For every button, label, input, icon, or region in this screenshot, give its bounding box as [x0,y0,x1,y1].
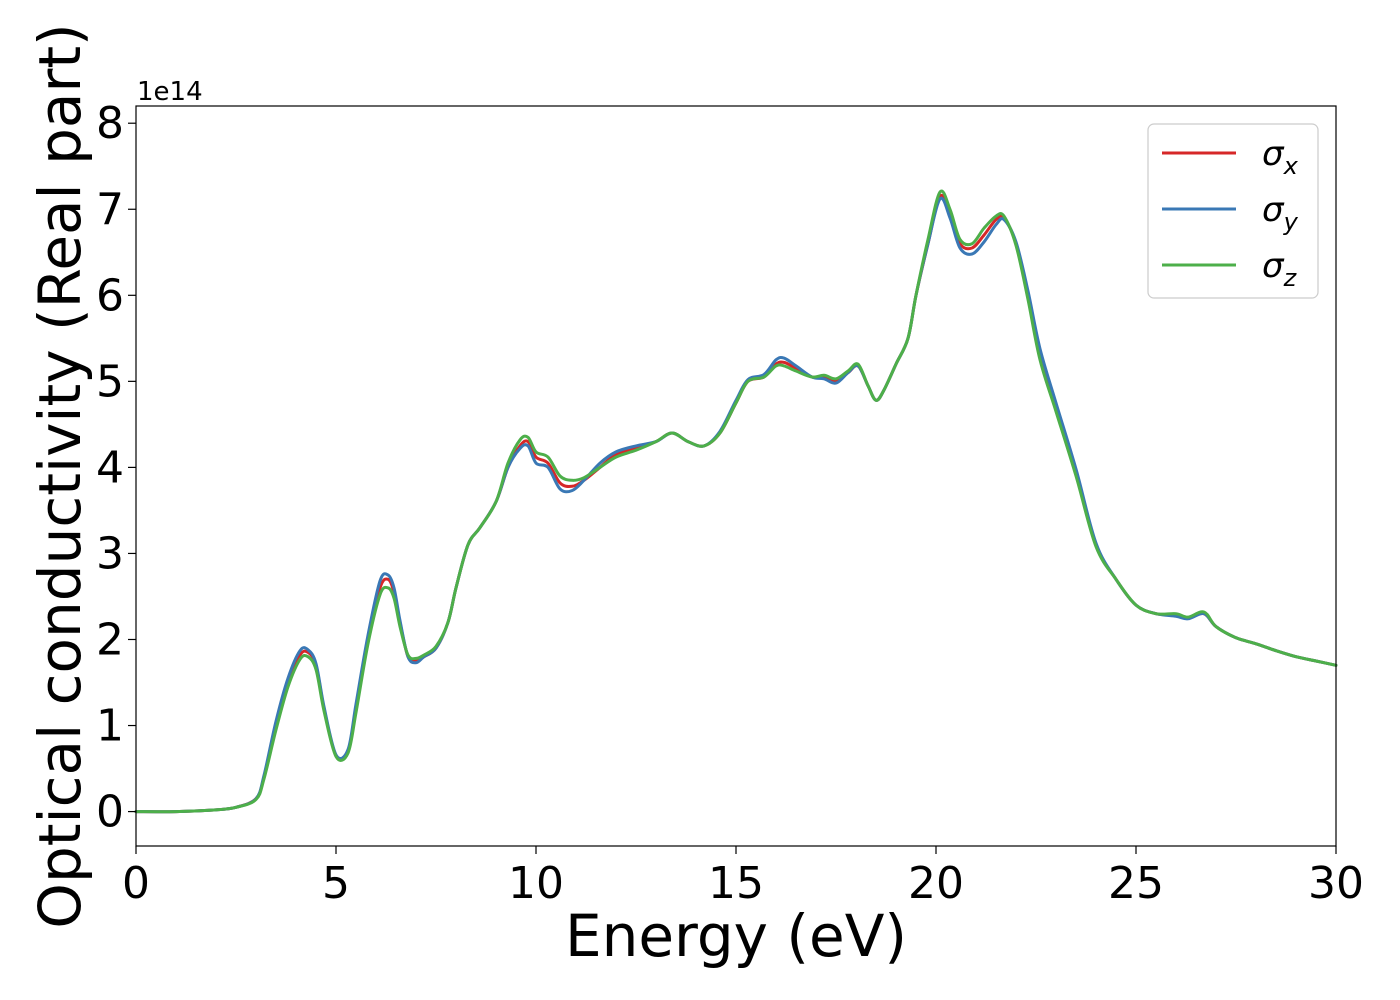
x-tick-label: 5 [322,858,350,909]
y-tick-label: 0 [96,787,124,838]
legend-label-x: σx [1262,134,1299,180]
y-tick-label: 4 [96,442,124,493]
x-tick-label: 20 [908,858,964,909]
y-axis-label: Optical conductivity (Real part) [26,23,94,928]
legend-label-y: σy [1262,190,1299,236]
y-tick-label: 8 [96,98,124,149]
series-line-z [134,189,1338,814]
x-tick-label: 30 [1308,858,1364,909]
plot-background [136,106,1336,846]
series-layer [134,189,1338,814]
x-tick-label: 15 [708,858,764,909]
legend-label-subscript: y [1283,208,1299,236]
y-axis-ticks: 0 1 2 3 4 5 6 7 8 [96,98,136,838]
x-tick-label: 25 [1108,858,1164,909]
legend-label-main: σ [1262,246,1285,286]
legend-label-main: σ [1262,190,1285,230]
x-tick-label: 0 [122,858,150,909]
y-tick-label: 2 [96,614,124,665]
x-tick-label: 10 [508,858,564,909]
y-tick-label: 5 [96,356,124,407]
y-tick-label: 3 [96,528,124,579]
legend-label-subscript: x [1283,152,1299,180]
y-tick-label: 6 [96,270,124,321]
y-tick-label: 1 [96,701,124,752]
x-axis-label: Energy (eV) [565,902,907,970]
y-axis-offset-label: 1e14 [137,77,203,107]
legend-label-z: σz [1262,246,1298,292]
y-tick-label: 7 [96,184,124,235]
x-axis-ticks: 0 5 10 15 20 25 30 [122,846,1364,909]
legend-box [1147,123,1319,299]
legend-label-subscript: z [1283,264,1298,292]
legend-label-main: σ [1262,134,1285,174]
